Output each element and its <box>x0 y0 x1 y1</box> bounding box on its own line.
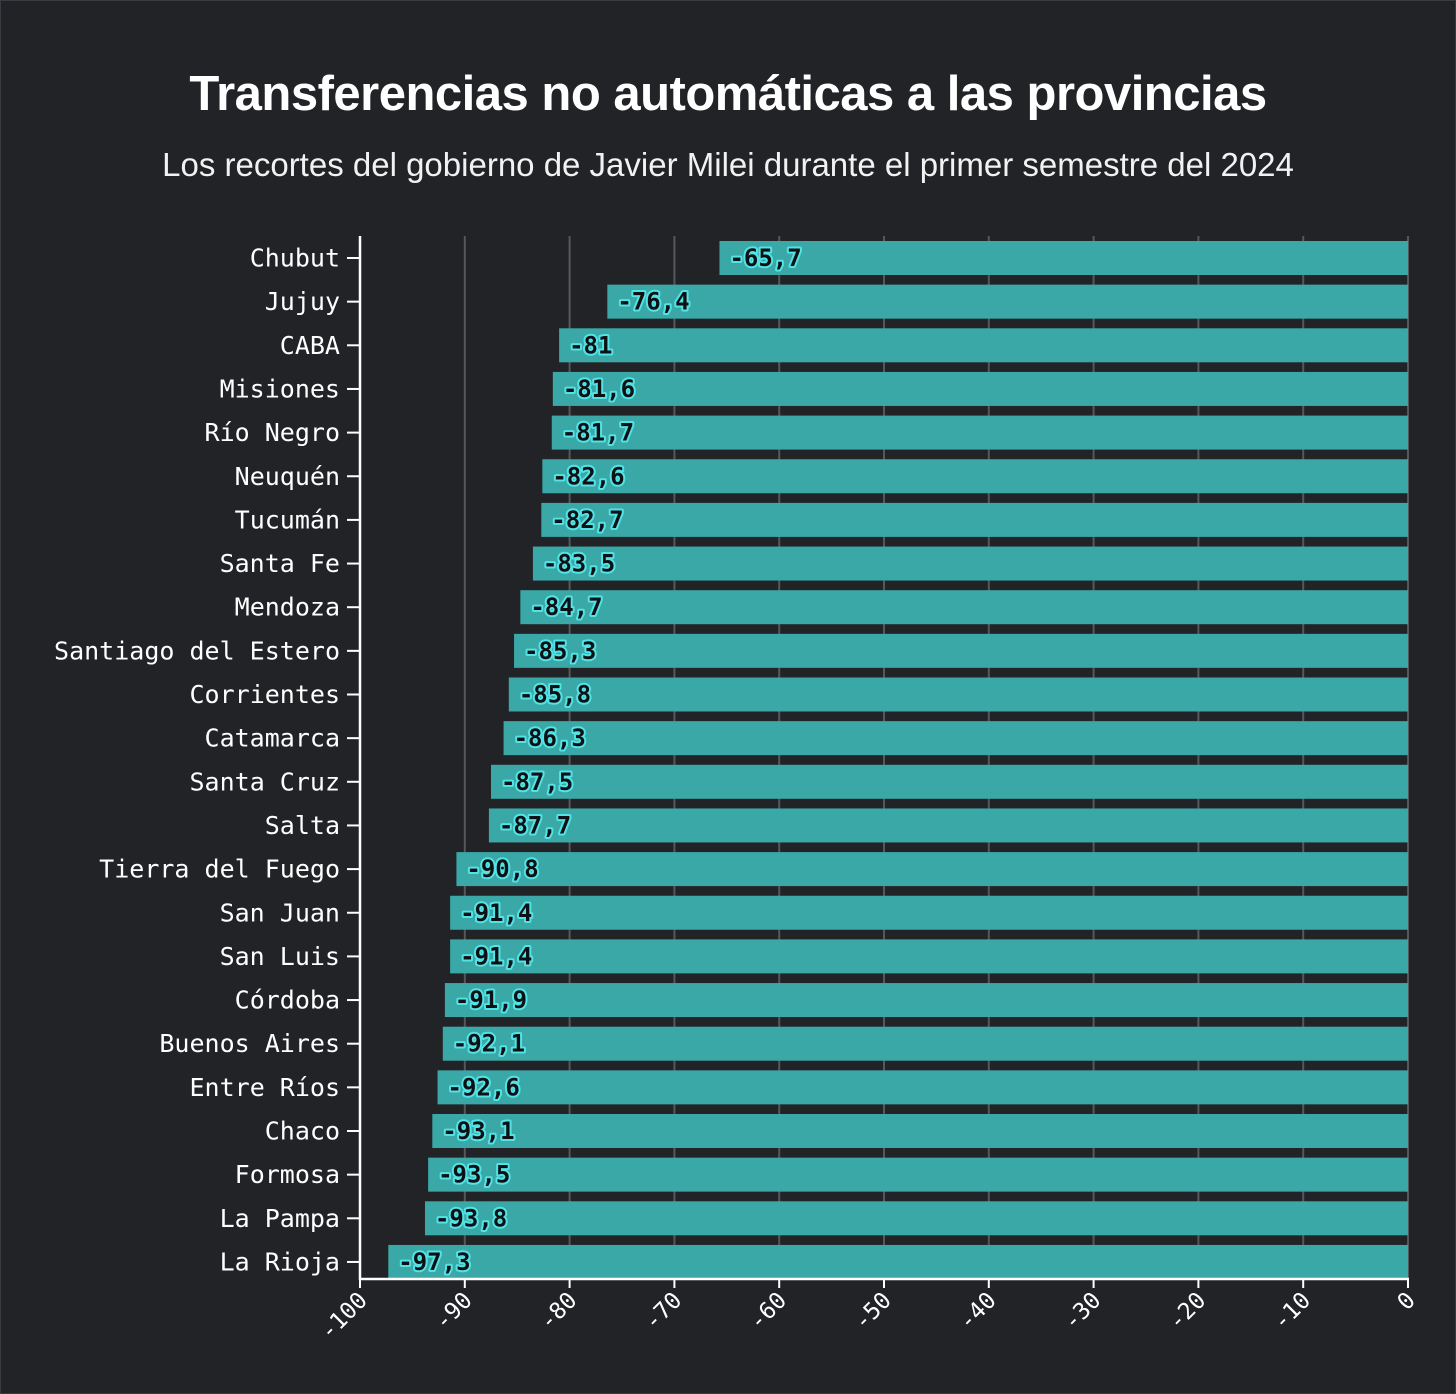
bar <box>607 284 1408 319</box>
data-label: -85,3 <box>524 637 596 665</box>
bar <box>491 764 1408 799</box>
data-label: -82,7 <box>551 506 623 534</box>
data-label: -65,7 <box>729 244 801 272</box>
data-label: -84,7 <box>530 593 602 621</box>
bar <box>388 1244 1408 1279</box>
data-label: -81,7 <box>562 419 634 447</box>
x-tick-label: -90 <box>430 1287 478 1335</box>
bar <box>514 633 1408 668</box>
category-label: Formosa <box>235 1160 340 1189</box>
chart-subtitle: Los recortes del gobierno de Javier Mile… <box>162 146 1294 183</box>
bar <box>488 808 1408 843</box>
category-label: Corrientes <box>189 680 340 709</box>
category-label: San Luis <box>220 942 340 971</box>
data-label: -82,6 <box>552 462 624 490</box>
data-label: -81 <box>569 331 612 359</box>
bars <box>388 241 1408 1279</box>
bar <box>432 1114 1408 1148</box>
bar <box>559 328 1408 363</box>
bar <box>541 502 1408 537</box>
data-label: -93,8 <box>435 1204 507 1232</box>
data-labels: -65,7 -76,4-81 -81,6 -81,7 -82,6 -82,7 -83,5 -8… <box>396 242 803 1278</box>
x-tick-label: -70 <box>639 1287 687 1335</box>
data-label: -81,6 <box>563 375 635 403</box>
data-label: -85,8 <box>519 681 591 709</box>
data-label: -87,7 <box>499 811 571 839</box>
x-tick-label: -60 <box>744 1287 792 1335</box>
x-tick-label: -10 <box>1268 1287 1316 1335</box>
category-label: Catamarca <box>205 724 340 753</box>
bar <box>437 1070 1408 1105</box>
data-label: -90,8 <box>466 855 538 883</box>
x-axis-tick-labels: -100 -90 -80 -70 -60 -50 -40 -30 -20 -10 0 <box>315 1287 1421 1345</box>
x-tick-label: -100 <box>315 1287 373 1345</box>
x-tick-label: -30 <box>1059 1287 1107 1335</box>
x-tick-label: -50 <box>849 1287 897 1335</box>
bar <box>532 546 1408 581</box>
category-label: Buenos Aires <box>159 1029 340 1058</box>
bar <box>719 241 1408 275</box>
gridlines <box>463 236 1409 1279</box>
bar <box>508 677 1408 712</box>
category-label: Santiago del Estero <box>54 636 340 665</box>
bar <box>551 415 1408 450</box>
chart-title: Transferencias no automáticas a las prov… <box>189 67 1267 121</box>
category-label: La Rioja <box>220 1247 340 1276</box>
data-label: -91,4 <box>460 899 532 927</box>
data-label: -97,3 <box>398 1248 470 1276</box>
category-label: Chubut <box>250 244 340 273</box>
x-tick-label: 0 <box>1393 1287 1421 1315</box>
category-label: Neuquén <box>235 462 340 491</box>
category-label: Córdoba <box>235 986 340 1015</box>
category-label: Tucumán <box>235 505 340 534</box>
axes <box>347 236 1409 1288</box>
data-label: -92,1 <box>453 1030 525 1058</box>
category-label: Santa Cruz <box>189 767 340 796</box>
category-label: Mendoza <box>235 593 340 622</box>
data-label: -83,5 <box>543 550 615 578</box>
bar <box>450 939 1408 974</box>
data-label: -93,5 <box>438 1161 510 1189</box>
data-label: -86,3 <box>514 724 586 752</box>
x-tick-label: -80 <box>535 1287 583 1335</box>
bar <box>542 459 1408 494</box>
category-label: La Pampa <box>220 1204 340 1233</box>
bar <box>503 721 1408 756</box>
data-label: -92,6 <box>448 1073 520 1101</box>
bar <box>444 983 1408 1018</box>
bar <box>456 852 1408 887</box>
bar <box>450 895 1408 930</box>
category-label: Misiones <box>220 374 340 403</box>
category-label: Chaco <box>265 1117 340 1146</box>
data-label: -93,1 <box>442 1117 514 1145</box>
bar <box>424 1201 1408 1236</box>
y-axis-labels: Chubut Jujuy CABA Misiones Río Negro Neuquén T… <box>54 244 340 1277</box>
category-label: Tierra del Fuego <box>99 855 340 884</box>
bar <box>428 1157 1408 1192</box>
x-tick-label: -20 <box>1163 1287 1211 1335</box>
data-label: -91,9 <box>455 986 527 1014</box>
bar <box>552 371 1408 406</box>
x-tick-label: -40 <box>954 1287 1002 1335</box>
category-label: Santa Fe <box>220 549 340 578</box>
category-label: Río Negro <box>205 418 340 447</box>
category-label: San Juan <box>220 898 340 927</box>
category-label: Jujuy <box>265 287 340 316</box>
category-label: Salta <box>265 811 340 840</box>
data-label: -91,4 <box>460 942 532 970</box>
data-label: -87,5 <box>501 768 573 796</box>
bar <box>442 1026 1408 1061</box>
data-label: -76,4 <box>617 288 689 316</box>
category-label: Entre Ríos <box>189 1073 340 1102</box>
bar <box>520 590 1408 625</box>
category-label: CABA <box>280 331 340 360</box>
